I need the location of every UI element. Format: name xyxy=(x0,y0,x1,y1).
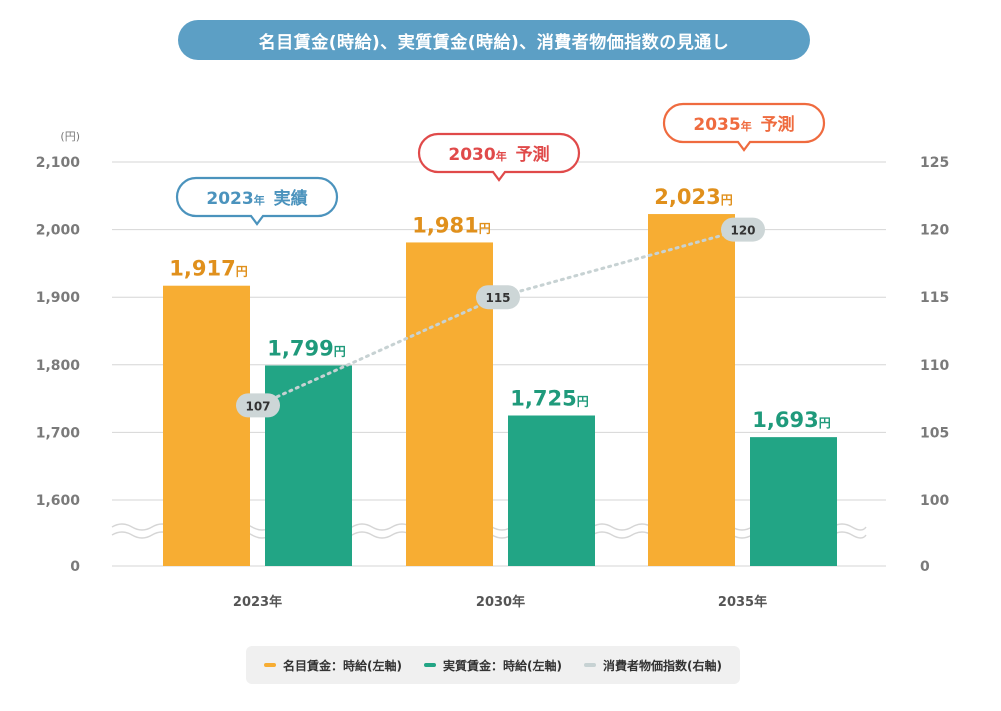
callout-bubble xyxy=(417,132,581,182)
x-axis-tick-label: 2030年 xyxy=(476,594,525,610)
right-axis-tick-label: 105 xyxy=(920,425,949,441)
legend-swatch-cpi xyxy=(583,663,596,667)
bar-nominal xyxy=(163,285,250,566)
chart-title: 名目賃金(時給)、実質賃金(時給)、消費者物価指数の見通し xyxy=(178,20,810,60)
bar-real xyxy=(508,415,595,566)
legend-item-real: 実質賃金：時給(左軸) xyxy=(424,657,562,674)
left-axis-tick-label: 1,900 xyxy=(36,290,81,306)
callout-bubble xyxy=(175,176,339,226)
data-label-nominal: 1,917円 xyxy=(169,257,247,281)
x-axis-tick-label: 2035年 xyxy=(718,594,767,610)
left-axis-tick-label: 1,700 xyxy=(36,425,81,441)
left-axis-tick-label: 1,800 xyxy=(36,358,81,374)
left-axis-tick-label: 2,100 xyxy=(36,155,81,171)
cpi-line xyxy=(256,228,745,407)
right-axis-tick-label: 110 xyxy=(920,358,949,374)
legend-label-nominal: 名目賃金：時給(左軸) xyxy=(283,658,402,673)
legend-swatch-real xyxy=(424,663,436,667)
data-label-real: 1,693円 xyxy=(752,408,830,432)
data-label-real: 1,799円 xyxy=(267,336,345,360)
callout-label: 2035年 予測 xyxy=(693,114,794,135)
data-label-cpi: 107 xyxy=(245,399,270,413)
left-axis-unit: (円) xyxy=(60,130,80,143)
right-axis-tick-label: 100 xyxy=(920,493,949,509)
legend-item-cpi: 消費者物価指数(右軸) xyxy=(583,657,722,674)
left-axis-tick-label: 0 xyxy=(70,559,80,575)
data-label-cpi: 115 xyxy=(485,291,510,305)
bar-real xyxy=(265,365,352,566)
right-axis-tick-label: 0 xyxy=(920,559,930,575)
right-axis-tick-label: 115 xyxy=(920,290,949,306)
left-axis-tick-label: 1,600 xyxy=(36,493,81,509)
x-axis-tick-label: 2023年 xyxy=(233,594,282,610)
legend-item-nominal: 名目賃金：時給(左軸) xyxy=(264,657,402,674)
bar-real xyxy=(750,437,837,566)
bar-nominal xyxy=(648,214,735,566)
left-axis-tick-label: 2,000 xyxy=(36,223,81,239)
data-label-nominal: 2,023円 xyxy=(654,185,732,209)
legend-label-real: 実質賃金：時給(左軸) xyxy=(443,658,562,673)
legend-swatch-nominal xyxy=(264,663,277,667)
right-axis-tick-label: 120 xyxy=(920,223,949,239)
cpi-point-badge xyxy=(476,285,520,310)
data-label-cpi: 120 xyxy=(730,224,755,238)
data-label-nominal: 1,981円 xyxy=(412,213,490,237)
legend: 名目賃金：時給(左軸) 実質賃金：時給(左軸) 消費者物価指数(右軸) xyxy=(246,646,740,684)
legend-label-cpi: 消費者物価指数(右軸) xyxy=(602,658,722,673)
cpi-point-badge xyxy=(721,217,765,242)
callout-bubble xyxy=(662,102,826,152)
cpi-point-badge xyxy=(236,393,280,418)
right-axis-tick-label: 125 xyxy=(920,155,949,171)
callout-label: 2030年 予測 xyxy=(448,144,549,165)
callout-label: 2023年 実績 xyxy=(206,188,307,209)
data-label-real: 1,725円 xyxy=(510,387,588,411)
